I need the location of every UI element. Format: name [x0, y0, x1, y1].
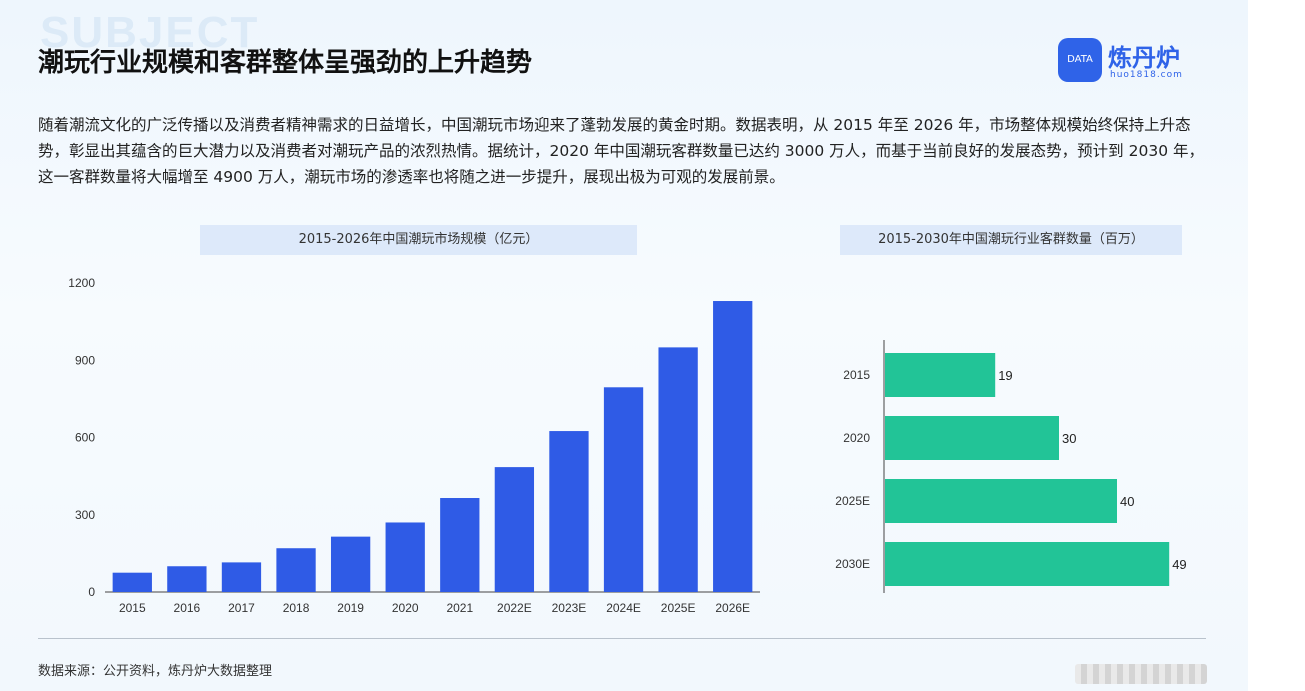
y-tick-label: 1200 — [68, 276, 95, 290]
logo-icon: DATA — [1058, 38, 1102, 82]
y-tick-label: 2030E — [835, 557, 870, 571]
market-size-bar-chart: 0 300 600 900 1200 2015 2016 2017 2018 2019 2020 20… — [68, 276, 760, 615]
bar — [603, 387, 644, 592]
bar — [167, 566, 207, 592]
data-label: 30 — [1062, 431, 1076, 446]
x-tick-label: 2019 — [337, 601, 364, 615]
x-tick-label: 2017 — [228, 601, 255, 615]
x-tick-label: 2021 — [446, 601, 473, 615]
logo-url: huo1818.com — [1110, 70, 1183, 80]
x-tick-label: 2022E — [497, 601, 532, 615]
bar — [385, 522, 425, 592]
y-tick-label: 2020 — [843, 431, 870, 445]
footer-divider — [38, 638, 1206, 639]
bar — [330, 536, 371, 592]
x-tick-label: 2026E — [715, 601, 750, 615]
customer-count-bar-chart: 2015 19 2020 30 2025E 40 2030E 49 — [835, 340, 1187, 593]
background-watermark-word: SUBJECT — [40, 8, 260, 57]
y-tick-label: 600 — [75, 431, 95, 445]
customer-count-chart-title: 2015-2030年中国潮玩行业客群数量（百万） — [840, 225, 1182, 255]
x-tick-label: 2023E — [552, 601, 587, 615]
bar — [713, 301, 753, 592]
bar — [549, 431, 589, 592]
x-tick-label: 2025E — [661, 601, 696, 615]
bar — [276, 548, 316, 592]
market-size-chart-title: 2015-2026年中国潮玩市场规模（亿元） — [200, 225, 637, 255]
hbar — [885, 479, 1117, 523]
hbar — [885, 416, 1059, 460]
x-tick-label: 2015 — [119, 601, 146, 615]
blurred-watermark — [1075, 664, 1207, 684]
x-tick-label: 2016 — [174, 601, 201, 615]
intro-paragraph: 随着潮流文化的广泛传播以及消费者精神需求的日益增长，中国潮玩市场迎来了蓬勃发展的… — [38, 116, 1204, 186]
x-tick-label: 2018 — [283, 601, 310, 615]
data-source-note: 数据来源：公开资料，炼丹炉大数据整理 — [38, 664, 273, 679]
x-tick-label: 2020 — [392, 601, 419, 615]
bar — [440, 498, 480, 592]
bar — [112, 572, 152, 592]
data-label: 49 — [1172, 557, 1186, 572]
y-tick-label: 900 — [75, 353, 95, 367]
logo-name: 炼丹炉 — [1108, 44, 1180, 72]
y-tick-label: 0 — [88, 585, 95, 599]
bar — [221, 562, 262, 592]
y-tick-label: 2015 — [843, 368, 870, 382]
data-label: 19 — [998, 368, 1012, 383]
brand-logo: DATA 炼丹炉 huo1818.com — [1058, 38, 1208, 84]
hbar — [885, 353, 996, 397]
page-title: 潮玩行业规模和客群整体呈强劲的上升趋势 — [38, 48, 533, 78]
y-tick-label: 2025E — [835, 494, 870, 508]
hbar — [885, 542, 1170, 586]
bar — [658, 347, 698, 592]
x-tick-label: 2024E — [606, 601, 641, 615]
y-tick-label: 300 — [75, 508, 95, 522]
data-label: 40 — [1120, 494, 1134, 509]
slide-background: SUBJECT 潮玩行业规模和客群整体呈强劲的上升趋势 DATA 炼丹炉 huo… — [0, 0, 1248, 691]
bar — [494, 467, 535, 592]
